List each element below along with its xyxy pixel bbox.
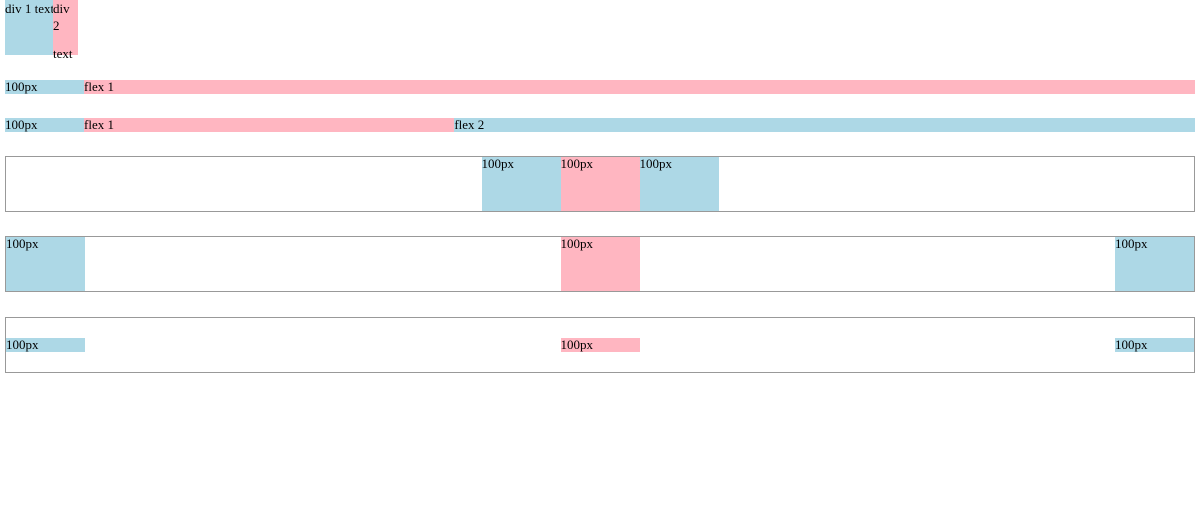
row-3-flex-1-item: flex 1 [84,118,455,132]
div-1-label: div 1 text [5,1,55,16]
row-6-item-2: 100px [560,338,640,352]
row-4-centered-container: 100px 100px 100px [5,156,1195,212]
row-6-space-between-centered-container: 100px 100px 100px [5,317,1195,373]
div-2-label-line-1: div 2 [53,1,70,33]
row-5-space-between-container: 100px 100px 100px [5,236,1195,292]
row-6-item-3: 100px [1115,338,1194,352]
row-3-flex-2-item: flex 2 [454,118,1195,132]
row-2-flex-1-item: flex 1 [84,80,1195,94]
div-1: div 1 text [5,0,55,55]
row-5-item-3: 100px [1115,237,1194,291]
row-2-flex-container: 100px flex 1 [5,80,1195,94]
row-5-item-2: 100px [560,237,640,291]
row-4-item-3: 100px [639,157,719,211]
row-3-flex-container: 100px flex 1 flex 2 [5,118,1195,132]
row-3-fixed-item: 100px [5,118,84,132]
row-4-item-1: 100px [481,157,561,211]
row-1-inline-divs: div 1 text div 2 text [5,0,78,61]
row-5-item-1: 100px [6,237,85,291]
row-4-item-2: 100px [560,157,640,211]
row-2-fixed-item: 100px [5,80,84,94]
row-6-item-1: 100px [6,338,85,352]
div-2: div 2 text [53,0,78,61]
div-2-label-line-2: text [53,46,73,61]
